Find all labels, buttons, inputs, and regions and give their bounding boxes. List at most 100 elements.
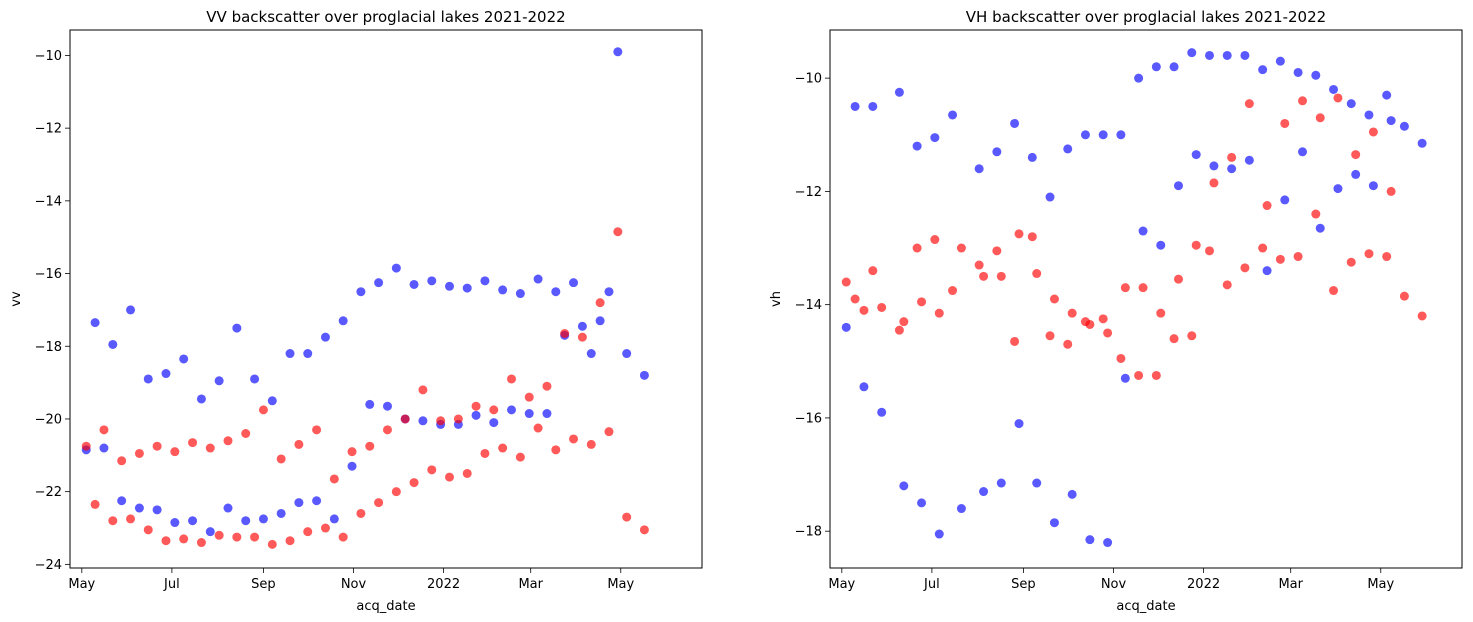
vv-data-point [533,274,543,284]
vh-data-point [1222,280,1232,290]
vv-data-point [489,405,499,415]
vv-data-point [453,414,463,424]
vv-data-point [223,436,233,446]
vh-data-point [1315,113,1325,123]
vv-data-point [639,525,649,535]
vh-data-point [1329,286,1339,296]
vv-data-point [498,443,508,453]
vv-data-point [134,503,144,513]
vh-data-point [1386,116,1396,126]
vv-data-point [90,499,100,509]
vv-data-point [312,496,322,506]
vh-x-tick-label: 2022 [1187,577,1220,592]
vh-data-point [1169,334,1179,344]
vv-data-point [329,514,339,524]
vh-chart-title: VH backscatter over proglacial lakes 202… [966,8,1326,26]
vh-data-point [1116,130,1126,140]
vv-data-point [126,514,136,524]
vv-data-point [586,439,596,449]
vv-x-tick-label: May [68,577,95,592]
vv-data-point [196,394,206,404]
vh-data-point [1010,118,1020,128]
vv-ticks: May Jul Sep Nov 2022 Mar May −24 −22 −20 −18 −16 −14… [35,49,635,592]
vh-data-point [1049,518,1059,528]
vh-data-point [1244,155,1254,165]
vh-data-point [1014,229,1024,239]
vh-data-point [1045,331,1055,341]
vh-data-point [1262,266,1272,276]
vh-data-point [1227,152,1237,162]
vv-data-point [507,405,517,415]
vh-data-point [1417,138,1427,148]
vh-scatter-panel: VH backscatter over proglacial lakes 202… [769,8,1463,614]
vh-y-tick-label: −12 [795,185,822,200]
vh-data-point [1346,257,1356,267]
vv-data-point [604,427,614,437]
vh-x-tick-label: Nov [1101,577,1127,592]
vv-data-point [214,530,224,540]
vh-data-point [1368,181,1378,191]
vh-data-point [1205,50,1214,60]
vh-y-axis-label: vh [769,291,784,307]
vh-data-point [912,141,922,151]
vv-data-point [285,349,295,359]
vv-data-point [365,399,375,409]
vh-data-point [996,271,1006,281]
vv-data-point [560,329,570,339]
vh-data-point [1311,70,1321,80]
vh-data-point [1156,240,1166,250]
vv-x-tick-label: May [607,577,634,592]
vh-y-tick-label: −16 [795,411,822,426]
vh-data-point [868,101,878,111]
vv-series-red [81,227,649,549]
vh-data-point [1187,331,1197,341]
vv-data-point [604,287,614,297]
vv-data-point [418,385,428,395]
vh-data-point [1116,353,1126,363]
vh-data-point [1151,370,1161,380]
vh-y-tick-label: −10 [795,72,822,87]
vh-data-point [1067,308,1077,318]
vv-data-point [276,508,286,518]
vh-marks [841,48,1427,548]
vh-series-red [841,93,1427,380]
vv-x-tick-label: Nov [341,577,367,592]
vh-ticks: May Jul Sep Nov 2022 Mar May −18 −16 −14 −12 −10 [795,72,1395,592]
vv-y-tick-label: −10 [35,49,62,64]
vv-y-tick-label: −24 [35,558,62,573]
vh-data-point [934,529,944,539]
vv-data-point [480,276,490,286]
vv-data-point [294,498,304,508]
vh-data-point [1315,223,1325,233]
vh-data-point [948,110,958,120]
vv-data-point [524,392,534,402]
vh-data-point [1205,246,1214,256]
vv-x-tick-label: Jul [163,577,180,592]
vh-y-tick-label: −14 [795,298,822,313]
vh-data-point [1258,65,1268,75]
vv-data-point [418,416,428,426]
vv-data-point [179,534,189,544]
vv-data-point [471,410,481,420]
vh-data-point [1032,269,1042,279]
vh-data-point [1399,291,1409,301]
vv-data-point [320,332,330,342]
vh-data-point [1351,169,1361,179]
vh-data-point [1333,184,1343,194]
vv-y-tick-label: −14 [35,194,62,209]
vv-data-point [622,349,632,359]
vv-data-point [445,472,454,482]
vv-data-point [613,227,623,237]
vh-data-point [1382,90,1392,100]
vh-data-point [899,481,909,491]
vv-data-point [489,418,499,428]
vh-data-point [1138,283,1148,293]
vv-data-point [595,316,605,326]
vv-data-point [188,438,198,448]
vv-data-point [639,370,649,380]
vh-data-point [1156,308,1166,318]
vv-data-point [391,487,401,497]
vv-data-point [542,409,552,419]
vv-data-point [161,369,171,379]
vh-data-point [877,407,887,417]
